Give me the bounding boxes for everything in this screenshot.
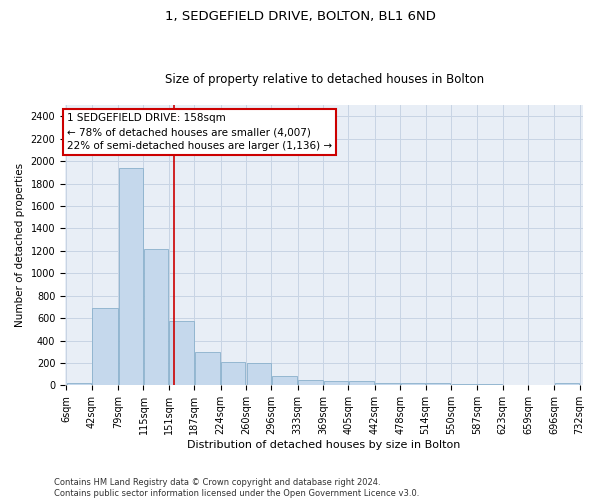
Bar: [221, 362, 245, 386]
Bar: [555, 384, 579, 386]
Bar: [375, 382, 400, 386]
Bar: [426, 383, 451, 386]
Text: Contains HM Land Registry data © Crown copyright and database right 2024.
Contai: Contains HM Land Registry data © Crown c…: [54, 478, 419, 498]
Bar: [323, 381, 348, 386]
Bar: [169, 322, 194, 386]
Bar: [67, 384, 91, 386]
Title: Size of property relative to detached houses in Bolton: Size of property relative to detached ho…: [164, 73, 484, 86]
Text: 1, SEDGEFIELD DRIVE, BOLTON, BL1 6ND: 1, SEDGEFIELD DRIVE, BOLTON, BL1 6ND: [164, 10, 436, 23]
Bar: [452, 384, 476, 386]
Bar: [272, 376, 297, 386]
X-axis label: Distribution of detached houses by size in Bolton: Distribution of detached houses by size …: [187, 440, 461, 450]
Bar: [92, 308, 118, 386]
Bar: [503, 385, 527, 386]
Bar: [401, 383, 425, 386]
Bar: [119, 168, 143, 386]
Text: 1 SEDGEFIELD DRIVE: 158sqm
← 78% of detached houses are smaller (4,007)
22% of s: 1 SEDGEFIELD DRIVE: 158sqm ← 78% of deta…: [67, 113, 332, 151]
Bar: [478, 384, 502, 386]
Bar: [144, 248, 169, 386]
Bar: [298, 380, 323, 386]
Bar: [349, 382, 374, 386]
Bar: [247, 363, 271, 386]
Bar: [195, 352, 220, 386]
Y-axis label: Number of detached properties: Number of detached properties: [15, 163, 25, 328]
